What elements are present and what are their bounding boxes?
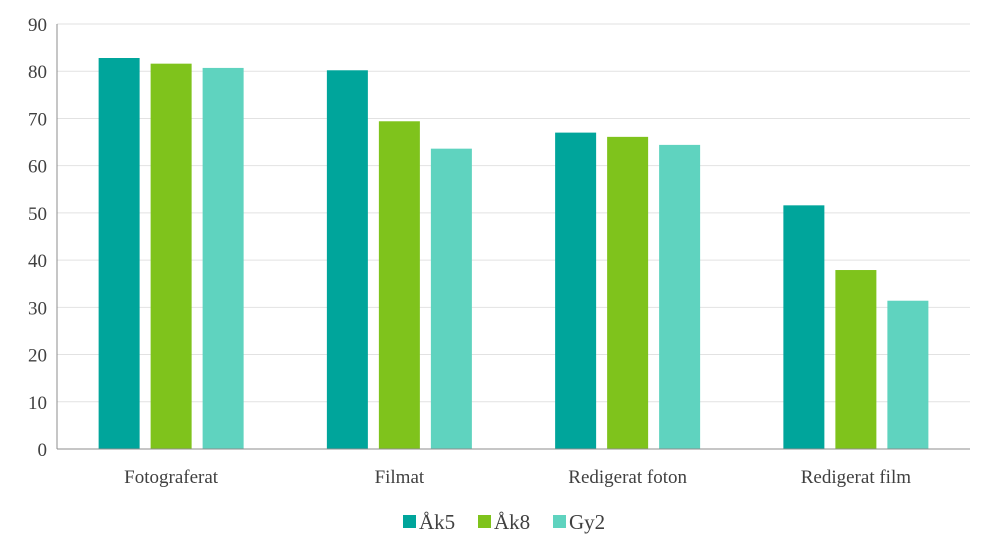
x-axis-ticks: Fotograferat Filmat Redigerat foton Rediger… [124,467,911,488]
y-tick-label: 90 [28,15,47,36]
bar [783,205,825,449]
x-tick-label: Filmat [375,467,425,488]
y-tick-label: 10 [28,393,47,414]
x-tick-label: Redigerat film [801,467,911,488]
bar [430,148,472,449]
y-tick-label: 0 [38,440,48,461]
x-tick-label: Fotograferat [124,467,219,488]
x-tick-label: Redigerat foton [568,467,687,488]
bar [887,300,929,449]
legend-swatch [403,515,416,528]
y-tick-label: 80 [28,62,47,83]
bar [659,144,701,449]
legend: Åk5 Åk8 Gy2 [403,510,605,534]
y-tick-label: 70 [28,109,47,130]
bar [202,67,244,450]
y-tick-label: 20 [28,346,47,367]
axes [56,24,970,450]
bar [378,121,420,450]
y-tick-label: 30 [28,298,47,319]
bar [150,63,192,450]
bar [607,136,649,449]
legend-label: Åk8 [494,510,530,534]
bar [326,70,368,450]
legend-swatch [478,515,491,528]
y-axis-ticks: 0 10 20 30 40 50 60 70 80 90 [28,15,47,461]
bar [98,58,140,449]
legend-label: Gy2 [569,510,605,534]
y-tick-label: 60 [28,157,47,178]
legend-swatch [553,515,566,528]
bar [555,132,597,449]
legend-label: Åk5 [419,510,455,534]
y-tick-label: 40 [28,251,47,272]
gridlines [57,23,970,403]
bars [98,58,929,450]
y-tick-label: 50 [28,204,47,225]
bar [835,270,877,449]
